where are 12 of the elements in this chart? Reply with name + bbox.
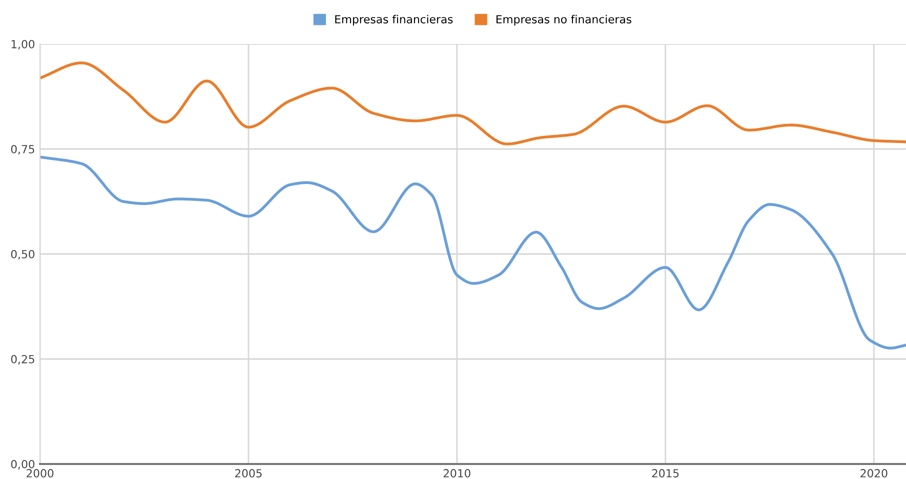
x-tick-label: 2000 [26,469,54,478]
x-tick-label: 2020 [860,469,888,478]
y-tick-label: 1,00 [12,40,34,50]
x-tick-label: 2010 [444,469,470,478]
legend-label: Empresas financieras [335,14,453,26]
x-tick-label: 2005 [235,469,262,478]
y-tick-label: 0,00 [11,460,34,470]
x-tick-label: 2015 [652,469,679,478]
legend-label: Empresas no financieras [496,14,632,26]
y-tick-label: 0,75 [11,144,34,155]
y-tick-label: 0,50 [11,250,34,260]
y-tick-label: 0,25 [11,354,34,365]
